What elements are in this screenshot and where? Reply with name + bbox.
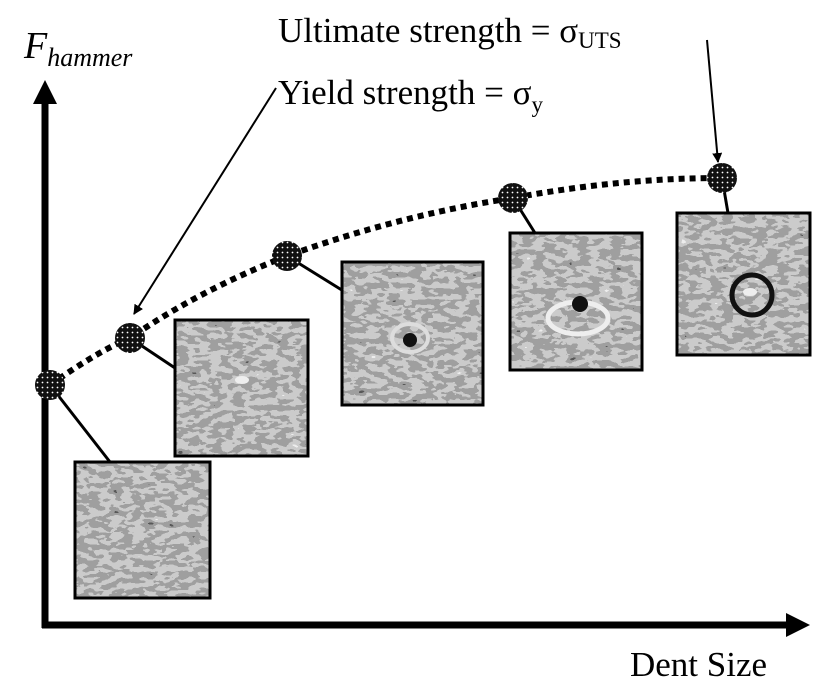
- y-axis-label-main: F: [23, 25, 48, 67]
- annotation-main: Ultimate strength = σ: [278, 11, 578, 50]
- y-axis-label-sub: hammer: [47, 43, 133, 72]
- annotation: Ultimate strength = σUTS: [278, 11, 622, 53]
- annotation-main: Yield strength = σ: [278, 73, 532, 112]
- annotation: Yield strength = σy: [278, 73, 543, 117]
- x-axis-label: Dent Size: [630, 645, 767, 684]
- y-axis-label: Fhammer: [23, 25, 133, 72]
- micrographs: [75, 213, 810, 598]
- annotation-sub: UTS: [578, 28, 621, 53]
- diagram: Fhammer Ultimate strength = σUTS Yield s…: [0, 0, 825, 689]
- annotation-sub: y: [531, 92, 543, 117]
